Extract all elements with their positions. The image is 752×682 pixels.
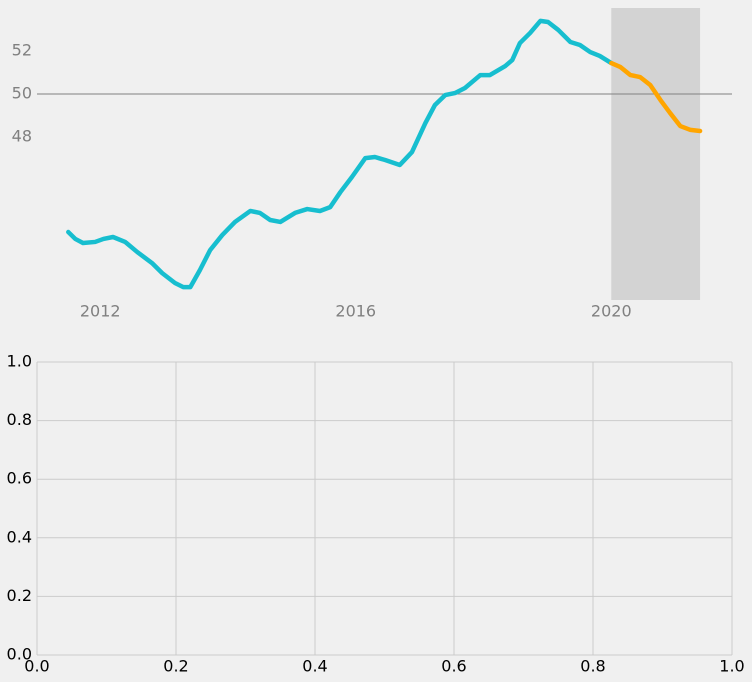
x-tick-label: 0.6: [441, 657, 466, 676]
x-tick-label: 0.8: [580, 657, 605, 676]
x-tick-label: 0.2: [163, 657, 188, 676]
x-tick-label: 0.0: [24, 657, 49, 676]
data-line: [609, 60, 703, 134]
x-tick-label: 2016: [335, 302, 376, 321]
subplot: 2012 2016 2020 48 50 52: [12, 8, 732, 321]
y-tick-label: 0.6: [7, 469, 32, 488]
shaded-span: [611, 8, 701, 300]
x-tick-label: 1.0: [719, 657, 744, 676]
y-tick-label: 48: [12, 127, 32, 146]
y-tick-label: 0.2: [7, 586, 32, 605]
x-tick-label: 0.4: [302, 657, 327, 676]
y-tick-label: 0.8: [7, 410, 32, 429]
subplot: 0.0 0.2 0.4 0.6 0.8 1.0 0.0 0.2 0.4 0.6 0.8 1.0: [7, 352, 745, 676]
y-tick-label: 52: [12, 41, 32, 60]
x-tick-label: 2012: [80, 302, 121, 321]
y-tick-label: 1.0: [7, 352, 32, 371]
y-tick-label: 0.0: [7, 645, 32, 664]
y-tick-label: 0.4: [7, 527, 32, 546]
data-line: [66, 18, 614, 290]
x-tick-label: 2020: [591, 302, 632, 321]
y-tick-label: 50: [12, 84, 32, 103]
